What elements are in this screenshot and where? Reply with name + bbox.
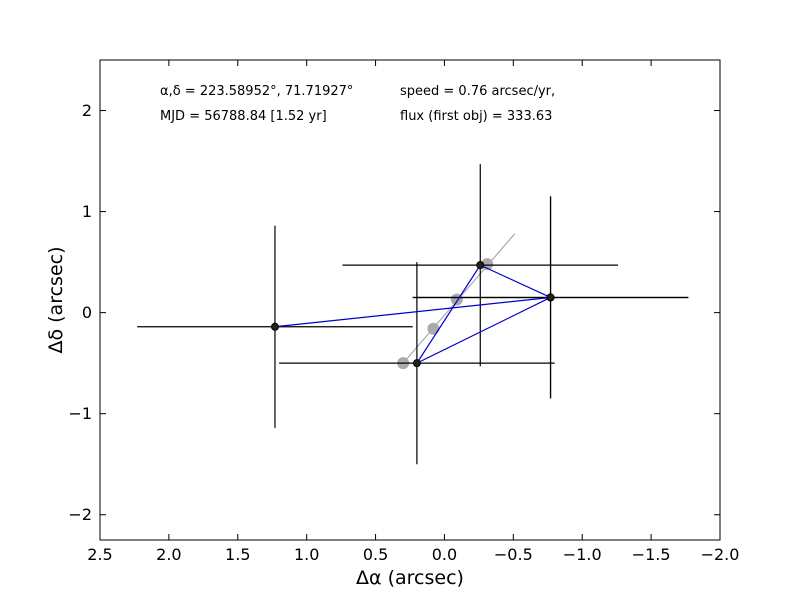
y-tick-label-3: −1 xyxy=(68,404,92,423)
plot-layer xyxy=(137,164,689,465)
observed-point-0 xyxy=(270,322,279,331)
y-axis-label: Δδ (arcsec) xyxy=(45,246,67,353)
model-point-1 xyxy=(427,322,440,335)
observed-point-4 xyxy=(546,293,555,302)
x-tick-label-1: 2.0 xyxy=(156,545,181,564)
y-tick-label-4: −2 xyxy=(68,505,92,524)
x-tick-label-9: −2.0 xyxy=(701,545,740,564)
annotation-flux: flux (first obj) = 333.63 xyxy=(400,109,552,124)
x-tick-label-6: −0.5 xyxy=(494,545,533,564)
x-tick-label-5: 0.0 xyxy=(432,545,457,564)
y-tick-label-1: 1 xyxy=(82,202,92,221)
annotation-coords: α,δ = 223.58952°, 71.71927° xyxy=(160,84,353,99)
observed-point-2 xyxy=(412,359,421,368)
ticks-layer: 2.5 2.0 1.5 1.0 0.5 0.0 −0.5 −1.0 −1.5 −2.0 2 1 0 −1 −… xyxy=(68,60,739,564)
observed-point-3 xyxy=(476,261,485,270)
x-tick-label-3: 1.0 xyxy=(294,545,319,564)
annotation-mjd: MJD = 56788.84 [1.52 yr] xyxy=(160,109,327,124)
x-axis-label: Δα (arcsec) xyxy=(356,567,464,589)
annotation-speed: speed = 0.76 arcsec/yr, xyxy=(400,84,555,99)
x-tick-label-7: −1.0 xyxy=(563,545,602,564)
y-tick-label-0: 2 xyxy=(82,101,92,120)
x-tick-label-8: −1.5 xyxy=(632,545,671,564)
x-tick-label-0: 2.5 xyxy=(87,545,112,564)
x-tick-label-2: 1.5 xyxy=(225,545,250,564)
y-tick-label-2: 0 xyxy=(82,303,92,322)
x-tick-label-4: 0.5 xyxy=(363,545,388,564)
plot-frame xyxy=(99,59,721,541)
